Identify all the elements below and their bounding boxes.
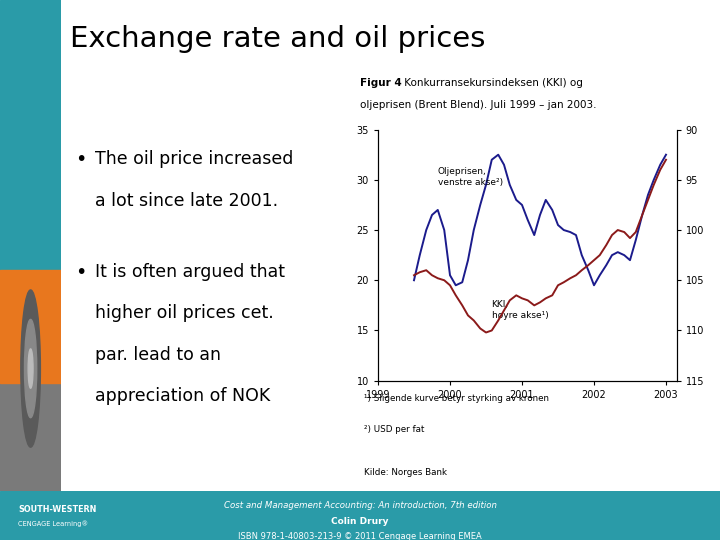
Text: par. lead to an: par. lead to an [95, 346, 221, 364]
Text: •: • [75, 262, 86, 282]
Text: Kilde: Norges Bank: Kilde: Norges Bank [364, 468, 446, 477]
Text: Colin Drury: Colin Drury [331, 517, 389, 525]
Text: Figur 4: Figur 4 [360, 78, 402, 88]
Text: The oil price increased: The oil price increased [95, 151, 294, 168]
Text: SOUTH-WESTERN: SOUTH-WESTERN [18, 505, 96, 514]
Text: ²) USD per fat: ²) USD per fat [364, 425, 424, 434]
Text: ISBN 978-1-40803-213-9 © 2011 Cengage Learning EMEA: ISBN 978-1-40803-213-9 © 2011 Cengage Le… [238, 532, 482, 540]
Bar [0, 0, 61, 270]
Circle shape [24, 320, 37, 418]
Text: appreciation of NOK: appreciation of NOK [95, 388, 270, 406]
Text: Exchange rate and oil prices: Exchange rate and oil prices [70, 25, 485, 53]
Text: It is often argued that: It is often argued that [95, 262, 285, 281]
Text: Cost and Management Accounting: An introduction, 7th edition: Cost and Management Accounting: An intro… [223, 501, 497, 510]
Text: •: • [75, 151, 86, 170]
Text: ¹) Sligende kurve betyr styrking av kronen: ¹) Sligende kurve betyr styrking av kron… [364, 394, 549, 403]
Text: Konkurransekursindeksen (KKI) og: Konkurransekursindeksen (KKI) og [400, 78, 582, 88]
Text: CENGAGE Learning®: CENGAGE Learning® [18, 521, 88, 527]
Circle shape [21, 290, 40, 447]
Text: KKI,
høyre akse¹): KKI, høyre akse¹) [492, 300, 549, 320]
Text: Oljeprisen,
venstre akse²): Oljeprisen, venstre akse²) [438, 167, 503, 187]
Bar [0, 270, 61, 383]
Text: oljeprisen (Brent Blend). Juli 1999 – jan 2003.: oljeprisen (Brent Blend). Juli 1999 – ja… [360, 100, 596, 110]
Text: higher oil prices cet.: higher oil prices cet. [95, 305, 274, 322]
Text: a lot since late 2001.: a lot since late 2001. [95, 192, 278, 210]
Circle shape [28, 349, 33, 388]
Bar [0, 383, 61, 491]
